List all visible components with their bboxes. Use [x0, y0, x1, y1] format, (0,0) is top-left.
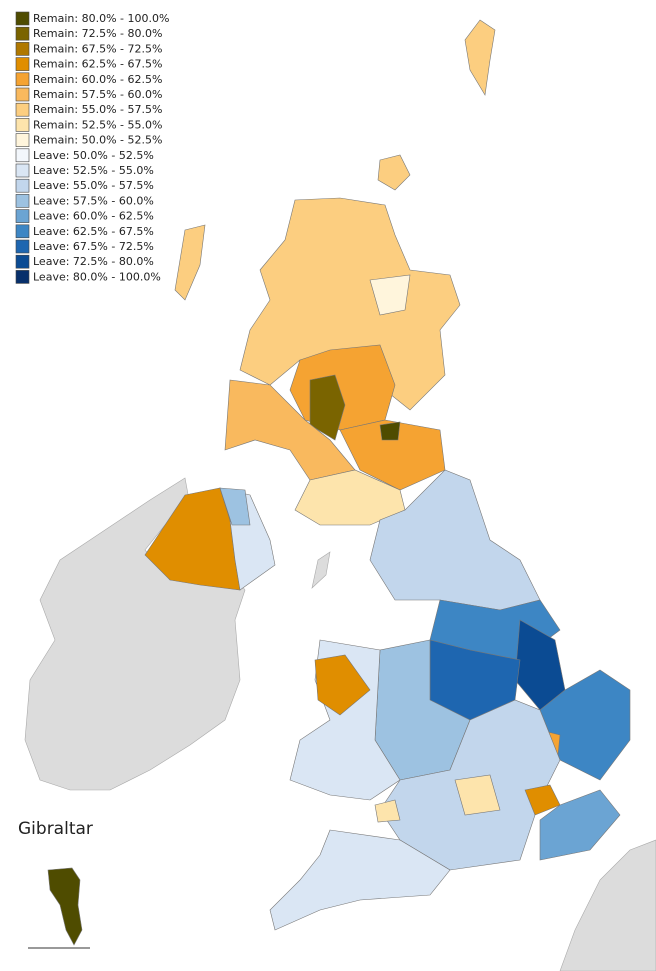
legend-label: Remain: 62.5% - 67.5% — [33, 58, 162, 71]
bristol — [374, 799, 401, 823]
legend-swatch — [15, 133, 30, 147]
gwynedd — [314, 654, 371, 716]
legend-swatch — [15, 194, 30, 208]
moray — [369, 274, 411, 316]
legend-label: Remain: 72.5% - 80.0% — [33, 27, 162, 40]
kent — [539, 789, 621, 861]
legend-label: Remain: 55.0% - 57.5% — [33, 103, 162, 116]
legend-swatch — [15, 209, 30, 223]
legend-label: Remain: 60.0% - 62.5% — [33, 73, 162, 86]
legend-swatch — [15, 239, 30, 254]
legend-swatch — [15, 102, 30, 117]
legend-swatch — [15, 178, 30, 193]
legend-label: Leave: 60.0% - 62.5% — [33, 210, 154, 223]
legend-label: Leave: 50.0% - 52.5% — [33, 149, 154, 162]
legend-swatch — [15, 163, 30, 178]
legend-label: Leave: 62.5% - 67.5% — [33, 225, 154, 238]
inset-label: Gibraltar — [18, 819, 93, 839]
legend-label: Remain: 57.5% - 60.0% — [33, 88, 162, 101]
legend-label: Leave: 55.0% - 57.5% — [33, 179, 154, 192]
edinburgh — [379, 421, 401, 441]
south-west — [269, 829, 451, 931]
legend-label: Leave: 67.5% - 72.5% — [33, 240, 154, 253]
continent — [559, 839, 656, 971]
shetland — [464, 19, 496, 96]
legend-label: Leave: 57.5% - 60.0% — [33, 194, 154, 207]
oxford — [454, 774, 501, 816]
legend-swatch — [15, 224, 30, 239]
legend-swatch — [15, 87, 30, 102]
legend-swatch — [15, 254, 30, 269]
legend: Remain: 80.0% - 100.0% Remain: 72.5% - 80… — [15, 11, 169, 284]
legend-label: Remain: 52.5% - 55.0% — [33, 118, 162, 131]
isle-of-man — [311, 551, 331, 589]
legend-swatch — [15, 148, 30, 163]
legend-swatch — [15, 72, 30, 87]
legend-swatch — [15, 42, 30, 56]
legend-label: Remain: 50.0% - 52.5% — [33, 134, 162, 147]
legend-swatch — [15, 26, 30, 41]
legend-swatch — [15, 270, 30, 284]
east-anglia — [539, 669, 631, 781]
stirling — [309, 374, 346, 441]
legend-swatch — [15, 118, 30, 132]
gibraltar — [47, 867, 83, 946]
western-isles — [174, 224, 206, 301]
legend-label: Leave: 80.0% - 100.0% — [33, 270, 161, 283]
legend-swatch — [15, 57, 30, 71]
antrim — [219, 487, 251, 526]
legend-label: Leave: 72.5% - 80.0% — [33, 255, 154, 268]
legend-label: Remain: 80.0% - 100.0% — [33, 12, 169, 25]
legend-label: Remain: 67.5% - 72.5% — [33, 42, 162, 55]
highlands — [239, 197, 461, 411]
legend-label: Leave: 52.5% - 55.0% — [33, 164, 154, 177]
orkney — [377, 154, 411, 191]
legend-swatch — [15, 11, 30, 26]
